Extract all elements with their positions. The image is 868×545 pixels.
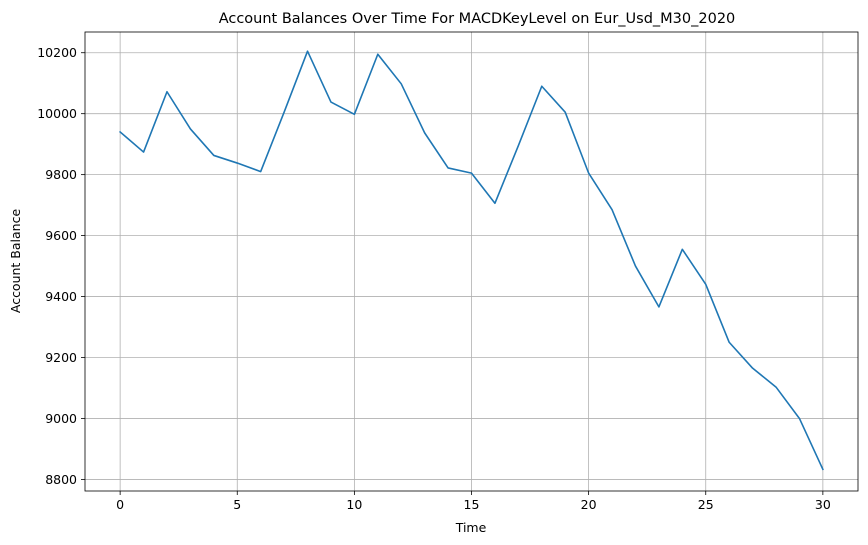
y-axis-label: Account Balance <box>8 209 23 314</box>
x-tick-label: 10 <box>346 497 362 512</box>
y-tick-label: 8800 <box>45 472 77 487</box>
y-tick-label: 10200 <box>37 45 77 60</box>
y-tick-label: 9600 <box>45 228 77 243</box>
y-axis-ticks: 8800 9000 9200 9400 9600 9800 10000 10200 <box>37 45 85 487</box>
x-tick-label: 25 <box>698 497 714 512</box>
series-layer <box>119 50 824 471</box>
x-tick-label: 20 <box>581 497 597 512</box>
y-tick-label: 9800 <box>45 167 77 182</box>
x-axis-label: Time <box>455 520 487 535</box>
x-tick-label: 5 <box>233 497 241 512</box>
x-tick-label: 30 <box>815 497 831 512</box>
chart-title: Account Balances Over Time For MACDKeyLe… <box>219 11 736 27</box>
y-tick-label: 9200 <box>45 350 77 365</box>
y-tick-label: 9000 <box>45 411 77 426</box>
y-tick-label: 9400 <box>45 289 77 304</box>
x-tick-label: 15 <box>464 497 480 512</box>
series-line <box>119 50 824 471</box>
y-tick-label: 10000 <box>37 106 77 121</box>
x-axis-ticks: 0 5 10 15 20 25 30 <box>116 491 831 512</box>
x-tick-label: 0 <box>116 497 124 512</box>
grid <box>85 32 858 491</box>
